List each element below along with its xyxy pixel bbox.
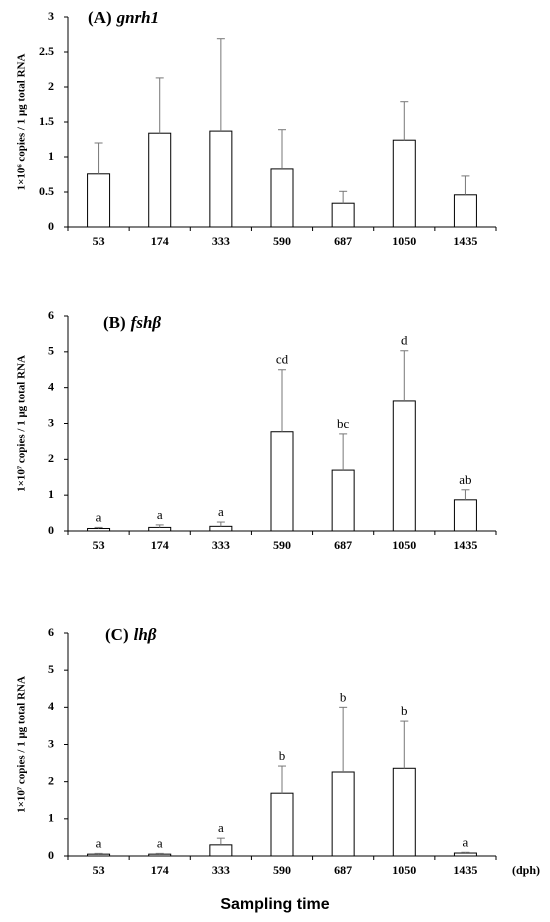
significance-letter: a bbox=[96, 835, 102, 850]
bar bbox=[392, 400, 416, 532]
panel-title: (B) fshβ bbox=[103, 313, 161, 332]
y-tick-label: 5 bbox=[48, 344, 54, 358]
significance-letter: a bbox=[157, 835, 163, 850]
x-tick-label: 1050 bbox=[392, 234, 416, 248]
x-unit: (dph) bbox=[512, 863, 540, 877]
panel-label: (A) bbox=[88, 8, 112, 27]
x-tick-label: 333 bbox=[212, 234, 230, 248]
significance-letter: cd bbox=[276, 352, 289, 367]
x-tick-label: 590 bbox=[273, 863, 291, 877]
bar bbox=[209, 844, 233, 857]
x-tick-label: 687 bbox=[334, 863, 352, 877]
bar bbox=[270, 168, 294, 228]
bar bbox=[87, 853, 111, 857]
significance-letter: bc bbox=[337, 416, 350, 431]
bar bbox=[392, 767, 416, 857]
x-tick-label: 333 bbox=[212, 863, 230, 877]
significance-letter: a bbox=[218, 820, 224, 835]
y-tick-label: 4 bbox=[48, 379, 54, 393]
x-tick-label: 1435 bbox=[453, 234, 477, 248]
x-tick-label: 1050 bbox=[392, 538, 416, 552]
x-axis-title: Sampling time bbox=[220, 896, 329, 913]
bar bbox=[270, 792, 294, 857]
x-tick-label: 1435 bbox=[453, 863, 477, 877]
y-tick-label: 1 bbox=[48, 811, 54, 825]
significance-letter: a bbox=[96, 509, 102, 524]
gene-name: lhβ bbox=[134, 625, 157, 644]
significance-letter: b bbox=[279, 748, 286, 763]
significance-letter: a bbox=[157, 507, 163, 522]
bar bbox=[392, 139, 416, 228]
panel-title: (C) lhβ bbox=[105, 625, 157, 644]
y-tick-label: 2.5 bbox=[39, 44, 54, 58]
y-tick-label: 3 bbox=[48, 415, 54, 429]
y-tick-label: 2 bbox=[48, 79, 54, 93]
panel-label: (B) bbox=[103, 313, 126, 332]
bar bbox=[331, 469, 355, 532]
y-tick-label: 2 bbox=[48, 451, 54, 465]
gene-name: fshβ bbox=[131, 313, 162, 332]
significance-letter: b bbox=[340, 689, 347, 704]
gene-name: gnrh1 bbox=[116, 8, 160, 27]
significance-letter: ab bbox=[459, 472, 471, 487]
bar bbox=[331, 771, 355, 857]
y-axis-title: 1×10⁷ copies / 1 μg total RNA bbox=[16, 355, 28, 492]
x-tick-label: 687 bbox=[334, 538, 352, 552]
bar bbox=[331, 202, 355, 228]
y-tick-label: 4 bbox=[48, 699, 54, 713]
bar bbox=[453, 194, 477, 228]
bar bbox=[209, 130, 233, 228]
y-tick-label: 1 bbox=[48, 149, 54, 163]
bar bbox=[270, 431, 294, 532]
y-tick-label: 2 bbox=[48, 773, 54, 787]
y-tick-label: 0 bbox=[48, 848, 54, 862]
y-tick-label: 5 bbox=[48, 662, 54, 676]
panel-title: (A) gnrh1 bbox=[88, 8, 159, 27]
bar bbox=[148, 132, 172, 228]
bar bbox=[453, 499, 477, 532]
significance-letter: a bbox=[463, 834, 469, 849]
y-tick-label: 0 bbox=[48, 219, 54, 233]
x-tick-label: 53 bbox=[93, 234, 105, 248]
bar bbox=[87, 527, 111, 532]
y-tick-label: 3 bbox=[48, 736, 54, 750]
y-tick-label: 0.5 bbox=[39, 184, 54, 198]
x-tick-label: 174 bbox=[151, 538, 169, 552]
x-tick-label: 53 bbox=[93, 863, 105, 877]
x-tick-label: 174 bbox=[151, 234, 169, 248]
x-tick-label: 333 bbox=[212, 538, 230, 552]
y-tick-label: 1.5 bbox=[39, 114, 54, 128]
y-axis-title: 1×10⁶ copies / 1 μg total RNA bbox=[16, 54, 28, 191]
significance-letter: b bbox=[401, 703, 408, 718]
x-tick-label: 1050 bbox=[392, 863, 416, 877]
x-tick-label: 1435 bbox=[453, 538, 477, 552]
significance-letter: a bbox=[218, 504, 224, 519]
y-tick-label: 6 bbox=[48, 308, 54, 322]
bar bbox=[453, 852, 477, 857]
panel-label: (C) bbox=[105, 625, 129, 644]
bar bbox=[209, 525, 233, 532]
x-tick-label: 687 bbox=[334, 234, 352, 248]
bar bbox=[148, 526, 172, 532]
y-axis-title: 1×10⁷ copies / 1 μg total RNA bbox=[16, 676, 28, 813]
x-tick-label: 590 bbox=[273, 538, 291, 552]
x-tick-label: 590 bbox=[273, 234, 291, 248]
significance-letter: d bbox=[401, 333, 408, 348]
y-tick-label: 1 bbox=[48, 487, 54, 501]
y-tick-label: 6 bbox=[48, 625, 54, 639]
x-tick-label: 174 bbox=[151, 863, 169, 877]
y-tick-label: 0 bbox=[48, 523, 54, 537]
bar bbox=[148, 853, 172, 857]
y-tick-label: 3 bbox=[48, 9, 54, 23]
x-tick-label: 53 bbox=[93, 538, 105, 552]
bar bbox=[87, 173, 111, 228]
